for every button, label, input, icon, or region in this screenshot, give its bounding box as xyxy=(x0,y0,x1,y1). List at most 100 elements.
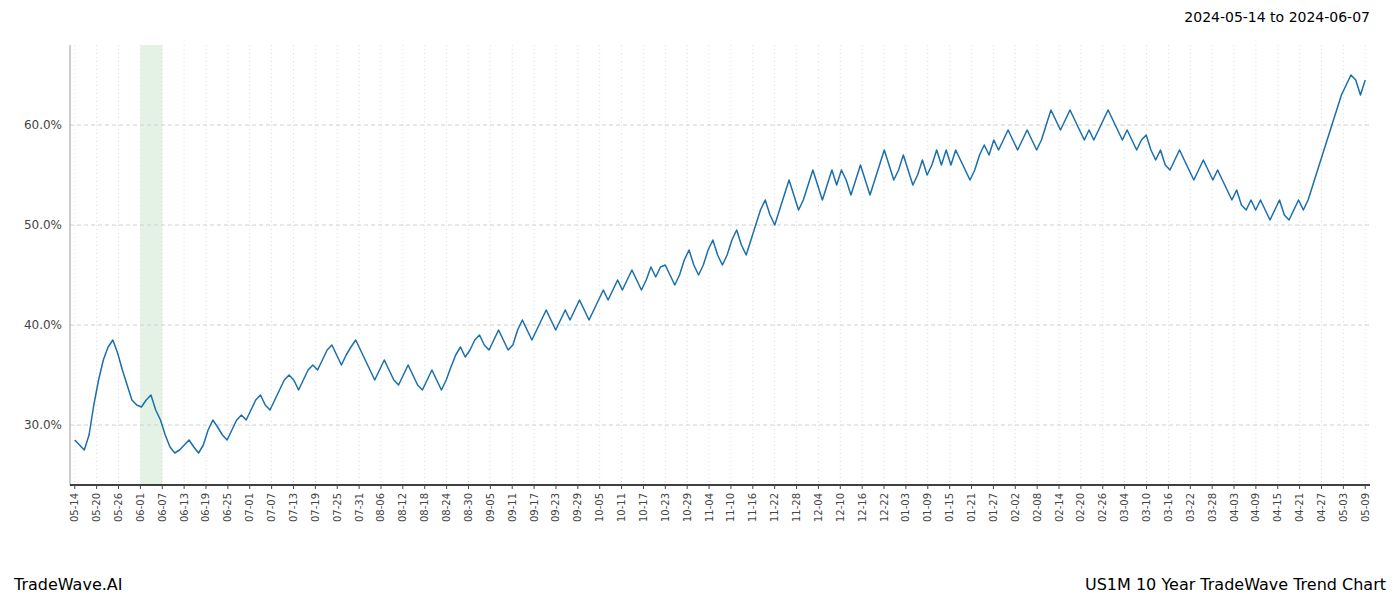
x-tick-label: 07-25 xyxy=(332,493,343,522)
x-tick-label: 11-16 xyxy=(747,493,758,522)
x-grid-line xyxy=(534,45,535,485)
x-tick xyxy=(949,485,950,489)
y-tick-label: 40.0% xyxy=(24,318,62,332)
x-tick-label: 08-06 xyxy=(375,493,386,522)
x-grid-line xyxy=(184,45,185,485)
annotation: US1M 10 Year TradeWave Trend Chart xyxy=(1085,575,1386,594)
x-tick-label: 02-08 xyxy=(1032,493,1043,522)
x-grid-line xyxy=(96,45,97,485)
x-tick xyxy=(227,485,228,489)
x-grid-line xyxy=(162,45,163,485)
x-grid-line xyxy=(118,45,119,485)
x-grid-line xyxy=(1080,45,1081,485)
x-grid-line xyxy=(774,45,775,485)
x-tick xyxy=(577,485,578,489)
x-grid-line xyxy=(140,45,141,485)
x-tick xyxy=(665,485,666,489)
x-tick-label: 10-05 xyxy=(594,493,605,522)
x-tick xyxy=(446,485,447,489)
x-grid-line xyxy=(1190,45,1191,485)
x-tick xyxy=(927,485,928,489)
x-tick xyxy=(884,485,885,489)
x-grid-line xyxy=(1277,45,1278,485)
x-tick-label: 05-03 xyxy=(1338,493,1349,522)
x-tick xyxy=(1299,485,1300,489)
y-tick-label: 30.0% xyxy=(24,418,62,432)
x-tick-label: 08-18 xyxy=(419,493,430,522)
x-tick-label: 09-11 xyxy=(507,493,518,522)
x-tick xyxy=(993,485,994,489)
x-tick xyxy=(905,485,906,489)
x-tick xyxy=(271,485,272,489)
x-tick-label: 01-27 xyxy=(988,493,999,522)
x-tick-label: 04-03 xyxy=(1229,493,1240,522)
x-tick-label: 08-24 xyxy=(441,493,452,522)
x-tick xyxy=(534,485,535,489)
x-tick xyxy=(205,485,206,489)
x-tick-label: 07-01 xyxy=(244,493,255,522)
x-grid-line xyxy=(1321,45,1322,485)
x-grid-line xyxy=(993,45,994,485)
x-grid-line xyxy=(884,45,885,485)
x-tick-label: 09-29 xyxy=(572,493,583,522)
x-grid-line xyxy=(840,45,841,485)
x-tick xyxy=(1124,485,1125,489)
x-tick-label: 08-30 xyxy=(463,493,474,522)
x-tick xyxy=(315,485,316,489)
x-tick xyxy=(140,485,141,489)
x-tick xyxy=(1365,485,1366,489)
y-axis-line xyxy=(70,45,71,485)
x-tick xyxy=(1190,485,1191,489)
x-tick-label: 07-13 xyxy=(288,493,299,522)
x-grid-line xyxy=(1168,45,1169,485)
x-tick-label: 05-14 xyxy=(69,493,80,522)
x-grid-line xyxy=(971,45,972,485)
x-tick-label: 03-16 xyxy=(1163,493,1174,522)
x-grid-line xyxy=(446,45,447,485)
x-tick xyxy=(118,485,119,489)
x-grid-line xyxy=(74,45,75,485)
x-tick xyxy=(730,485,731,489)
x-tick-label: 12-16 xyxy=(857,493,868,522)
x-grid-line xyxy=(315,45,316,485)
x-tick xyxy=(337,485,338,489)
x-tick-label: 04-27 xyxy=(1316,493,1327,522)
x-tick xyxy=(1234,485,1235,489)
x-tick xyxy=(380,485,381,489)
x-grid-line xyxy=(1255,45,1256,485)
x-tick-label: 10-11 xyxy=(616,493,627,522)
x-tick xyxy=(687,485,688,489)
x-grid-line xyxy=(577,45,578,485)
x-tick xyxy=(96,485,97,489)
x-grid-line xyxy=(293,45,294,485)
x-tick-label: 05-20 xyxy=(91,493,102,522)
x-tick-label: 03-28 xyxy=(1207,493,1218,522)
x-tick xyxy=(774,485,775,489)
x-grid-line xyxy=(359,45,360,485)
x-grid-line xyxy=(796,45,797,485)
x-tick xyxy=(621,485,622,489)
y-tick-label: 60.0% xyxy=(24,118,62,132)
x-grid-line xyxy=(818,45,819,485)
x-grid-line xyxy=(599,45,600,485)
grid xyxy=(70,45,1370,485)
x-tick xyxy=(162,485,163,489)
x-tick xyxy=(643,485,644,489)
x-tick xyxy=(1102,485,1103,489)
x-tick-label: 11-10 xyxy=(725,493,736,522)
x-grid-line xyxy=(1102,45,1103,485)
x-tick xyxy=(818,485,819,489)
x-tick-label: 10-17 xyxy=(638,493,649,522)
x-tick xyxy=(184,485,185,489)
x-tick xyxy=(752,485,753,489)
x-grid-line xyxy=(337,45,338,485)
x-grid-line xyxy=(1234,45,1235,485)
x-grid-line xyxy=(468,45,469,485)
x-grid-line xyxy=(271,45,272,485)
x-tick-label: 09-17 xyxy=(529,493,540,522)
x-tick xyxy=(359,485,360,489)
x-tick-label: 04-21 xyxy=(1294,493,1305,522)
x-tick-label: 03-04 xyxy=(1119,493,1130,522)
x-tick xyxy=(1321,485,1322,489)
x-grid-line xyxy=(205,45,206,485)
